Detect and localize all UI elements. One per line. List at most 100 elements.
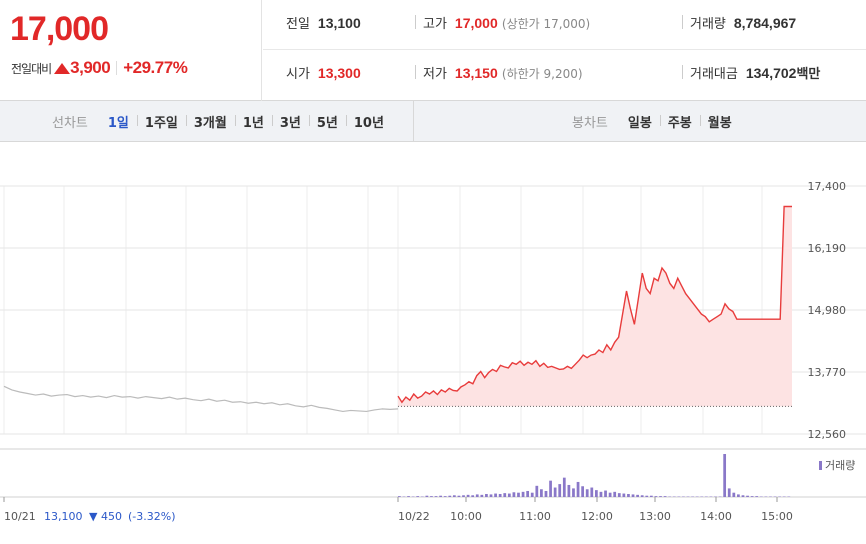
volume-bar-18 [480, 494, 484, 497]
high-value: 17,000 [454, 15, 498, 31]
x-tick-label-6: 14:00 [700, 510, 732, 523]
divider [116, 61, 118, 75]
volume-bar-30 [535, 485, 539, 497]
volume-bar-29 [530, 492, 534, 497]
low-value: 13,150 [454, 65, 498, 81]
volume-legend-label: 거래량 [825, 459, 855, 472]
period-button-3[interactable]: 1년 [234, 112, 272, 131]
stats-row-2: 시가 13,300 저가 13,150 (하한가 9,200) 거래대금 134,70… [263, 50, 866, 100]
period-button-0[interactable]: 1일 [107, 116, 129, 131]
low-cell: 저가 13,150 (하한가 9,200) [415, 63, 583, 82]
volume-bar-72 [727, 488, 731, 497]
candle-button-0[interactable]: 일봉 [627, 116, 652, 131]
trade-value-unit: 백만 [796, 67, 821, 82]
period-button-2[interactable]: 3개월 [185, 112, 235, 131]
volume-bar-0 [398, 496, 401, 497]
volume-bar-47 [613, 491, 617, 497]
volume-bar-2 [407, 496, 410, 497]
volume-bar-31 [540, 489, 543, 497]
volume-bar-76 [746, 495, 749, 497]
volume-bar-25 [512, 492, 516, 497]
volume-bar-33 [549, 480, 552, 497]
open-value: 13,300 [317, 65, 361, 81]
period-button-6[interactable]: 10년 [345, 112, 392, 131]
volume-bar-77 [750, 496, 754, 497]
y-tick-label-3: 13,770 [808, 366, 847, 379]
volume-bar-38 [572, 488, 575, 497]
stats-table: 전일 13,100 고가 17,000 (상한가 17,000) 거래량 8,784,… [263, 0, 866, 101]
candle-button-1[interactable]: 주봉 [659, 112, 700, 131]
series-10-22 [397, 205, 792, 407]
volume-bar-41 [585, 489, 589, 497]
volume-value: 8,784,967 [733, 15, 797, 31]
volume-bar-42 [590, 487, 594, 497]
price-chart: 17,400 16,190 14,980 13,770 12,560 거래량 10/22… [0, 180, 866, 523]
high-cell: 고가 17,000 (상한가 17,000) [414, 13, 591, 32]
price-summary: 17,000 전일대비 3,900 +29.77% [0, 0, 262, 101]
high-label: 고가 [423, 17, 447, 32]
volume-bar-13 [457, 495, 461, 497]
volume-legend-swatch [819, 461, 822, 470]
line-chart-periods: 선차트 1일 1주일 3개월 1년 3년 5년 10년 [52, 101, 392, 142]
volume-bar-39 [576, 481, 580, 497]
period-button-4[interactable]: 3년 [271, 112, 309, 131]
volume-bar-28 [526, 490, 530, 497]
x-tick-label-5: 13:00 [639, 510, 671, 523]
x-tick-label-2: 10:00 [450, 510, 482, 523]
volume-bar-10 [443, 496, 447, 497]
upper-limit: (상한가 17,000) [501, 17, 591, 31]
series-line-10-21 [3, 385, 399, 413]
volume-bar-17 [475, 494, 479, 497]
volume-bar-40 [581, 486, 585, 497]
volume-bar-58 [663, 496, 667, 497]
volume-bar-7 [430, 496, 433, 497]
current-price: 17,000 [10, 10, 109, 48]
volume-bar-24 [507, 493, 511, 497]
low-label: 저가 [423, 67, 447, 82]
volume-bar-35 [558, 484, 562, 497]
volume-bar-75 [741, 495, 745, 497]
volume-bar-20 [489, 494, 493, 497]
volume-bar-23 [503, 493, 507, 497]
volume-bar-71 [723, 454, 727, 497]
volume-bar-56 [654, 496, 658, 497]
line-chart-title: 선차트 [52, 116, 88, 131]
x-axis: 10/22 10:00 11:00 12:00 13:00 14:00 15:00 [3, 497, 793, 523]
volume-bar-55 [649, 495, 653, 497]
volume-bar-34 [553, 487, 557, 497]
period-button-5[interactable]: 5년 [308, 112, 346, 131]
volume-cell: 거래량 8,784,967 [681, 13, 797, 32]
volume-bar-16 [471, 495, 475, 497]
chart-footer: 10/21 13,100 ▼ 450 (-3.32%) [4, 510, 176, 523]
change-amount: 3,900 [70, 58, 111, 77]
prev-close-label: 전일 [286, 17, 310, 32]
volume-bar-27 [521, 491, 525, 497]
volume-bar-74 [737, 494, 740, 497]
volume-bar-50 [627, 493, 630, 497]
prev-close-value: 13,100 [317, 15, 361, 31]
volume-bar-54 [645, 495, 649, 497]
up-arrow-icon [54, 63, 71, 74]
volume-bar-21 [494, 493, 497, 497]
stats-row-1: 전일 13,100 고가 17,000 (상한가 17,000) 거래량 8,784,… [263, 0, 866, 50]
change-label: 전일대비 [11, 62, 52, 76]
trade-value-cell: 거래대금 134,702백만 [681, 63, 821, 82]
period-button-1[interactable]: 1주일 [136, 112, 186, 131]
y-tick-label-4: 12,560 [808, 428, 847, 441]
volume-bar-78 [755, 496, 759, 497]
prev-date: 10/21 [4, 510, 36, 523]
volume-bar-53 [640, 495, 644, 497]
series-line-10-22 [397, 205, 792, 404]
candle-button-2[interactable]: 월봉 [699, 112, 740, 131]
x-tick-label-3: 11:00 [519, 510, 551, 523]
volume-bar-9 [439, 495, 442, 497]
chart-toolbar: 선차트 1일 1주일 3개월 1년 3년 5년 10년 봉차트 일봉 주봉 월봉 [0, 101, 866, 142]
y-tick-label-2: 14,980 [808, 304, 847, 317]
volume-bar-4 [416, 496, 420, 497]
volume-bar-19 [485, 493, 488, 497]
quote-header: 17,000 전일대비 3,900 +29.77% 전일 13,100 고가 17,00… [0, 0, 866, 101]
change-row: 전일대비 3,900 +29.77% [11, 58, 188, 78]
x-tick-label-7: 15:00 [761, 510, 793, 523]
lower-limit: (하한가 9,200) [501, 67, 583, 81]
prev-close-cell: 전일 13,100 [286, 13, 361, 32]
